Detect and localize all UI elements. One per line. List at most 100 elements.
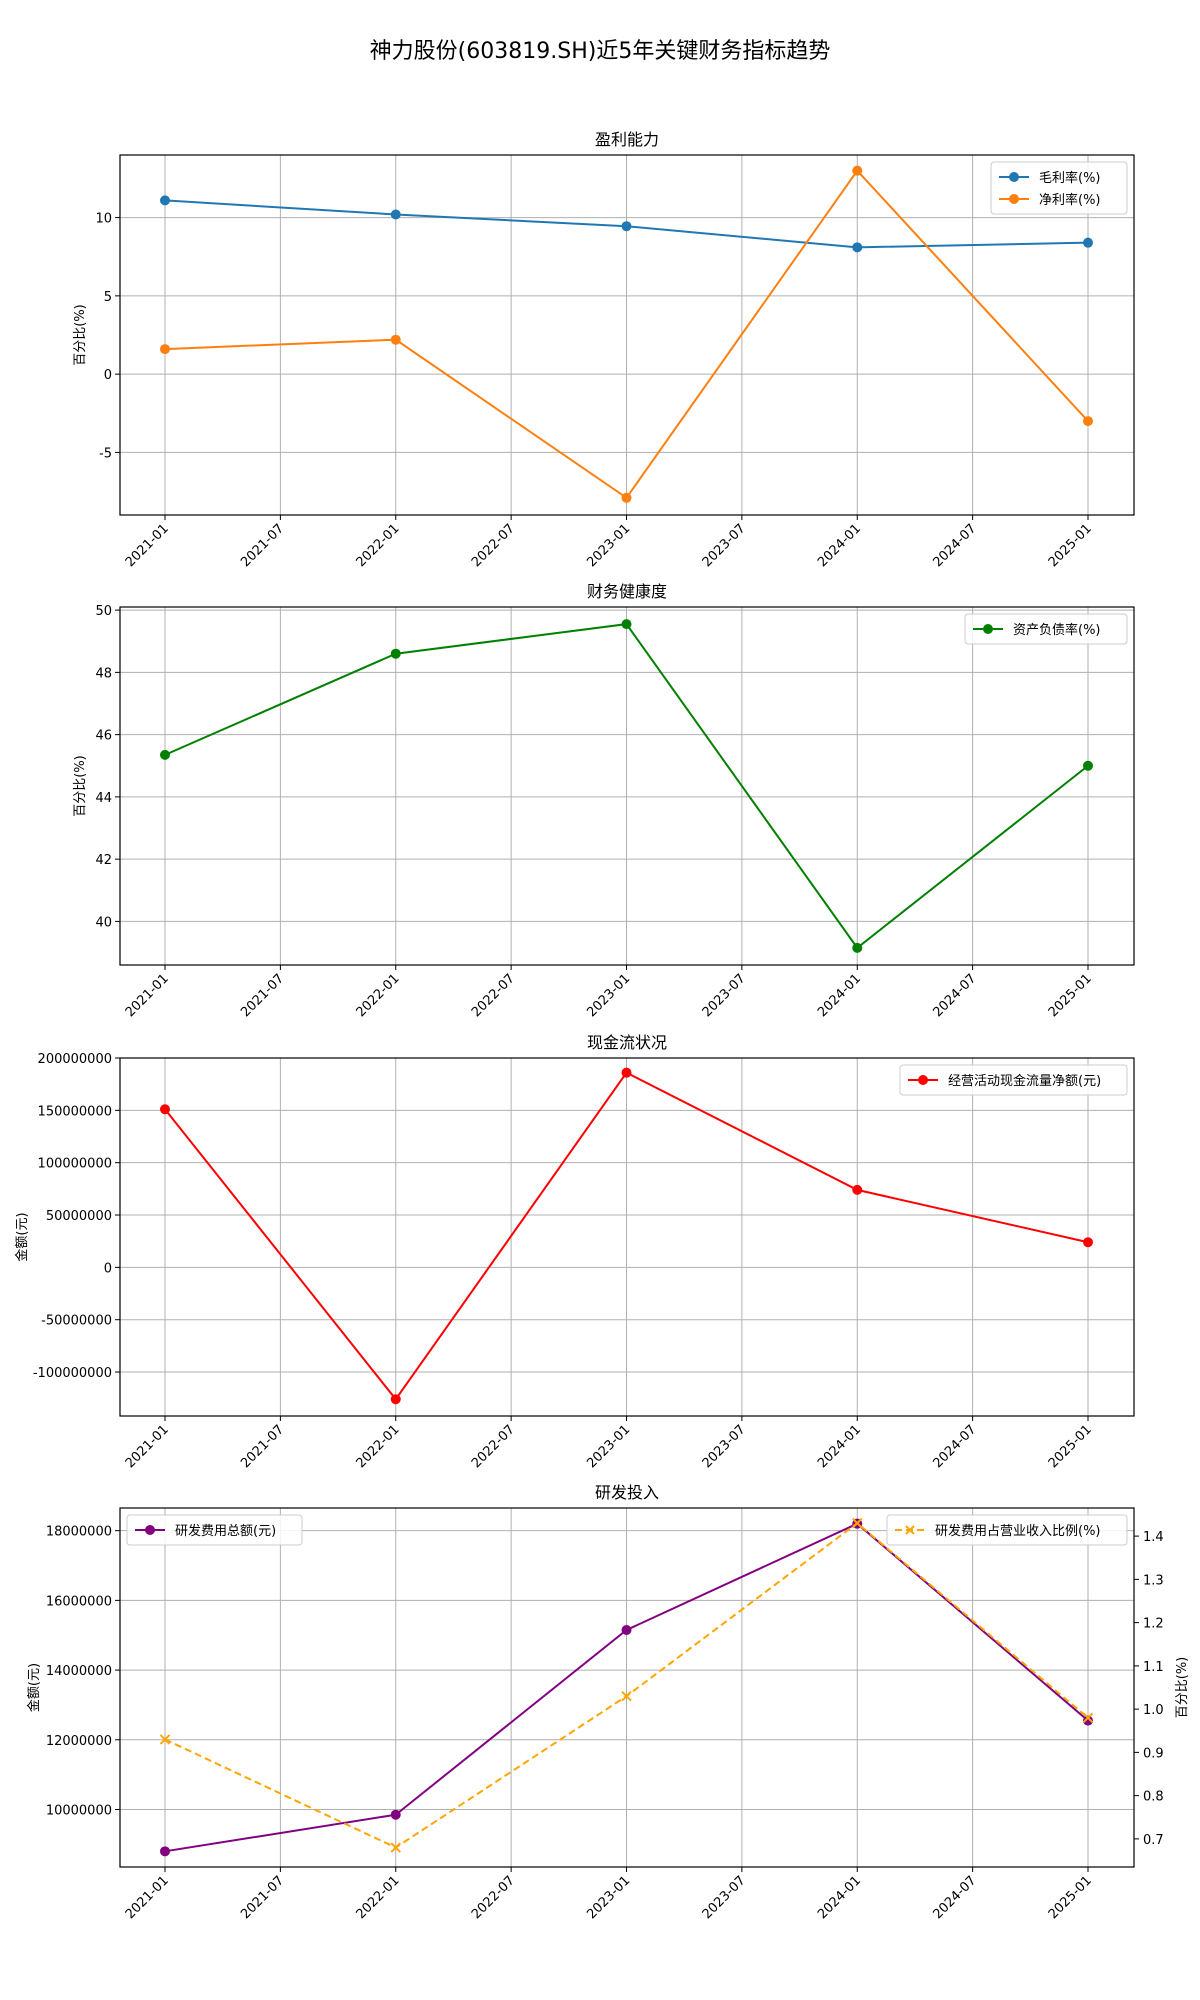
panel-title: 现金流状况 <box>587 1033 667 1052</box>
y-tick-label: 0 <box>104 1261 112 1276</box>
data-point <box>390 209 401 220</box>
x-tick-label: 2023-07 <box>700 521 749 570</box>
x-tick-label: 2025-01 <box>1046 971 1095 1020</box>
x-tick-label: 2023-01 <box>584 521 633 570</box>
y2-tick-label: 1.4 <box>1143 1530 1164 1545</box>
plot-frame <box>119 154 1135 516</box>
x-tick-label: 2022-07 <box>469 971 518 1020</box>
data-point <box>621 1690 632 1702</box>
legend-marker <box>905 1525 915 1535</box>
y-tick-label: -50000000 <box>41 1314 112 1329</box>
x-tick-label: 2023-07 <box>700 971 749 1020</box>
plot-frame <box>119 1507 1135 1868</box>
y2-tick-label: 1.3 <box>1143 1573 1164 1588</box>
x-tick-label: 2024-07 <box>930 521 979 570</box>
plot-frame <box>119 606 1135 966</box>
y-tick-label: 50 <box>95 604 112 619</box>
y2-tick-label: 1.1 <box>1143 1660 1164 1675</box>
x-tick-label: 2021-07 <box>238 1422 287 1471</box>
x-tick-label: 2024-07 <box>930 1873 979 1922</box>
data-point <box>852 942 863 953</box>
legend-marker <box>983 624 993 634</box>
y-tick-label: 12000000 <box>46 1734 112 1749</box>
legend-box <box>126 1514 303 1546</box>
legend-marker <box>1009 172 1019 182</box>
data-point <box>621 1624 632 1635</box>
legend-label: 研发费用总额(元) <box>175 1523 276 1539</box>
data-point <box>390 334 401 345</box>
x-tick-label: 2021-01 <box>123 1873 172 1922</box>
x-tick-label: 2021-07 <box>238 1873 287 1922</box>
chart-panel-2: 2021-01 2021-07 2022-01 2022-07 2023-01 2023-… <box>73 582 1135 1020</box>
legend-label: 研发费用占营业收入比例(%) <box>935 1523 1101 1539</box>
data-point <box>621 619 632 630</box>
data-point <box>390 648 401 659</box>
x-tick-label: 2022-07 <box>469 1422 518 1471</box>
y2-tick-label: 0.7 <box>1143 1833 1164 1848</box>
data-point <box>390 1394 401 1405</box>
y-tick-label: 200000000 <box>38 1052 112 1067</box>
x-tick-label: 2021-07 <box>238 971 287 1020</box>
x-tick-label: 2021-01 <box>123 971 172 1020</box>
data-point <box>852 242 863 253</box>
chart-panel-4: 2021-01 2021-07 2022-01 2022-07 2023-01 2023-… <box>26 1483 1190 1922</box>
y-tick-label: -100000000 <box>33 1366 112 1381</box>
legend-box <box>899 1064 1128 1096</box>
data-point <box>1083 237 1093 248</box>
y-tick-label: -5 <box>99 446 112 461</box>
figure-title: 神力股份(603819.SH)近5年关键财务指标趋势 <box>370 39 831 64</box>
y2-tick-label: 0.9 <box>1143 1746 1164 1761</box>
data-point <box>160 749 170 760</box>
legend-label: 净利率(%) <box>1039 192 1101 208</box>
x-tick-label: 2024-07 <box>930 1422 979 1471</box>
data-point <box>160 195 170 206</box>
data-point <box>852 1184 863 1195</box>
legend: 研发费用占营业收入比例(%) <box>886 1514 1128 1546</box>
data-point <box>390 1842 401 1853</box>
x-tick-label: 2024-07 <box>930 971 979 1020</box>
plot-frame <box>119 1057 1135 1417</box>
legend-box <box>886 1514 1128 1546</box>
y-tick-label: 10 <box>95 212 112 227</box>
data-point <box>1083 760 1093 771</box>
legend-box <box>964 613 1128 645</box>
panel-title: 财务健康度 <box>587 582 667 601</box>
x-tick-label: 2022-01 <box>354 1422 403 1471</box>
y-tick-label: 5 <box>104 290 112 305</box>
y-axis-label: 金额(元) <box>26 1663 42 1712</box>
legend: 经营活动现金流量净额(元) <box>899 1064 1128 1096</box>
y-tick-label: 14000000 <box>46 1664 112 1679</box>
chart-panel-3: 2021-01 2021-07 2022-01 2022-07 2023-01 2023-… <box>14 1033 1135 1471</box>
x-tick-label: 2024-01 <box>815 1873 864 1922</box>
legend-marker <box>918 1075 928 1085</box>
y-tick-label: 0 <box>104 368 112 383</box>
y-tick-label: 48 <box>95 666 112 681</box>
y-tick-label: 50000000 <box>46 1209 112 1224</box>
data-point <box>1083 416 1093 427</box>
x-tick-label: 2022-01 <box>354 1873 403 1922</box>
x-tick-label: 2023-07 <box>700 1422 749 1471</box>
y-axis-label: 百分比(%) <box>73 755 88 817</box>
x-tick-label: 2022-01 <box>354 971 403 1020</box>
data-point <box>1083 1237 1093 1248</box>
legend: 资产负债率(%) <box>964 613 1128 645</box>
legend-label: 经营活动现金流量净额(元) <box>948 1073 1101 1089</box>
x-tick-label: 2025-01 <box>1046 521 1095 570</box>
data-point <box>1083 1715 1093 1726</box>
y2-tick-label: 1.0 <box>1143 1703 1164 1718</box>
legend-marker <box>1009 194 1019 204</box>
legend-label: 毛利率(%) <box>1039 170 1101 186</box>
y-tick-label: 40 <box>95 915 112 930</box>
y-tick-label: 46 <box>95 729 112 744</box>
data-point <box>621 492 632 503</box>
legend-marker <box>145 1525 155 1535</box>
x-tick-label: 2022-07 <box>469 1873 518 1922</box>
x-tick-label: 2024-01 <box>815 1422 864 1471</box>
x-tick-label: 2023-01 <box>584 1873 633 1922</box>
y-tick-label: 18000000 <box>46 1525 112 1540</box>
y-axis-label: 百分比(%) <box>73 304 88 366</box>
legend-label: 资产负债率(%) <box>1013 622 1101 638</box>
x-tick-label: 2023-07 <box>700 1873 749 1922</box>
data-point <box>852 1517 863 1529</box>
